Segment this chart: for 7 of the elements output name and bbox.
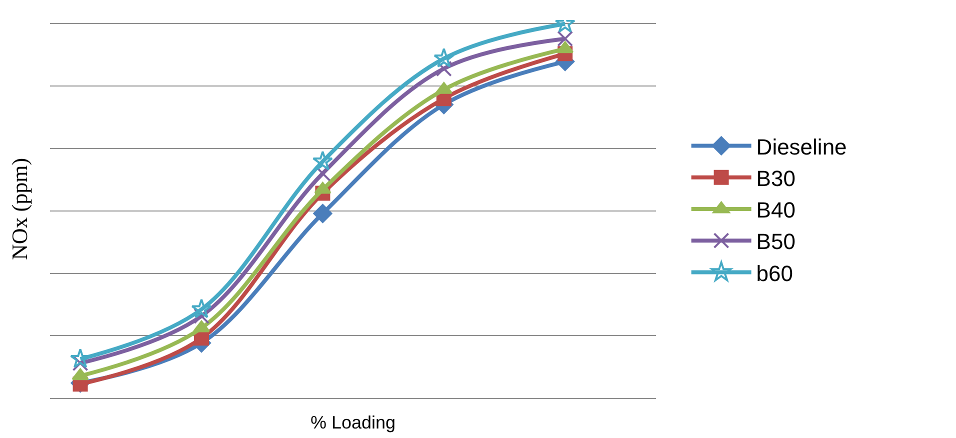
x-axis-title: % Loading: [310, 412, 396, 432]
legend-label: Dieseline: [756, 134, 847, 160]
legend-label: B40: [756, 198, 796, 223]
legend-label: B30: [756, 166, 796, 191]
legend-label: b60: [756, 260, 794, 286]
legend-label: B50: [756, 229, 796, 254]
y-axis-title: NOx (ppm): [6, 158, 32, 260]
